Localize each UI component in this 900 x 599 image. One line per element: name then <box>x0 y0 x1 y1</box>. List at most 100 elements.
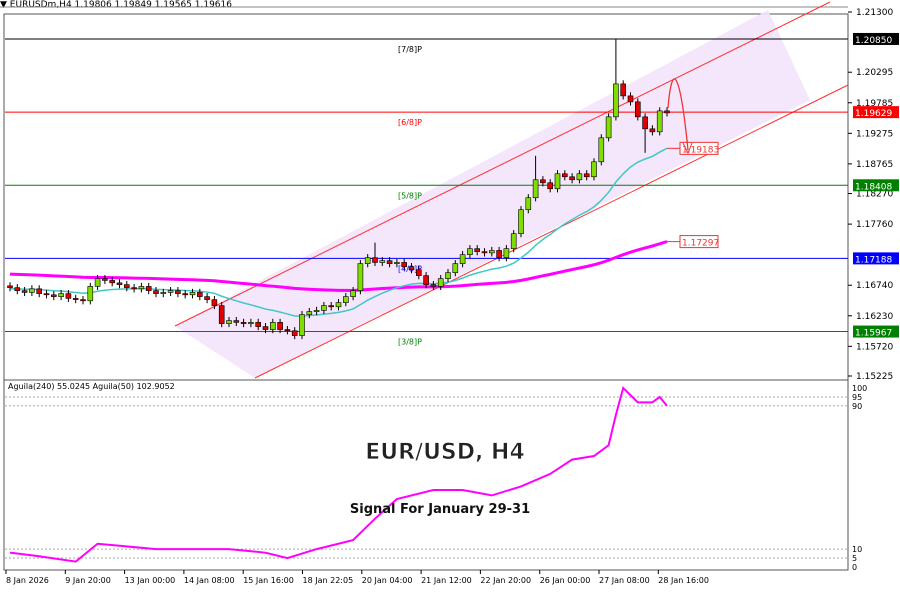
candle-body <box>445 272 451 279</box>
y-tick-label: 1.15720 <box>856 342 893 352</box>
slow-ma-value-label-box <box>679 235 719 249</box>
candle-body <box>145 286 152 291</box>
level-price-label: 1.19629 <box>855 109 892 119</box>
candle-body <box>496 250 502 258</box>
candle-body <box>197 292 203 297</box>
candle-body <box>627 95 634 103</box>
candle-body <box>80 299 86 302</box>
candle-body <box>109 280 115 284</box>
candle-body <box>94 278 101 287</box>
candle-body <box>532 179 539 199</box>
x-tick-label: 15 Jan 16:00 <box>243 576 294 585</box>
candle-body <box>561 173 568 178</box>
y-tick-label: 1.21300 <box>856 8 893 18</box>
level-name: [7/8]P <box>398 45 422 54</box>
candle-body <box>357 263 364 291</box>
forecast-arrow <box>667 78 689 151</box>
oscillator-pane-frame <box>3 379 849 571</box>
y-tick-label: 1.19785 <box>856 99 893 109</box>
candle-body <box>459 254 466 264</box>
candle-body <box>474 248 481 252</box>
candle-body <box>415 269 422 276</box>
y-tick-label: 1.15225 <box>856 372 893 382</box>
level-price-badge <box>853 106 899 119</box>
candle-body <box>620 83 627 97</box>
candle-body <box>664 110 670 114</box>
x-tick-label: 26 Jan 00:00 <box>540 576 591 585</box>
candle-body <box>642 116 648 130</box>
candle-body <box>328 305 335 308</box>
overlay-title: EUR/USD, H4 <box>365 440 525 465</box>
candle-body <box>342 296 349 303</box>
candle-body <box>160 292 167 294</box>
osc-tick-label: 95 <box>852 393 862 402</box>
candle-body <box>124 284 130 288</box>
candle-body <box>36 288 43 294</box>
x-tick-label: 27 Jan 08:00 <box>599 576 650 585</box>
candle-body <box>423 275 429 285</box>
candle-body <box>386 260 393 264</box>
osc-tick-label: 0 <box>852 563 857 572</box>
level-price-badge <box>853 32 899 45</box>
y-tick-label: 1.18765 <box>856 160 893 170</box>
osc-tick-label: 5 <box>852 554 857 563</box>
level-price-label: 1.17188 <box>855 255 892 265</box>
candle-body <box>481 251 488 254</box>
candle-body <box>634 101 641 118</box>
x-tick-label: 18 Jan 22:05 <box>303 576 354 585</box>
candle-body <box>401 262 408 267</box>
osc-tick-label: 10 <box>852 545 862 554</box>
candle-body <box>277 322 283 330</box>
candle-body <box>153 290 159 294</box>
slow-ma-line <box>9 240 668 292</box>
y-tick-label: 1.16740 <box>856 281 893 291</box>
candle-body <box>262 326 269 330</box>
candle-body <box>255 322 261 327</box>
candle-body <box>248 322 254 324</box>
candle-body <box>518 209 524 234</box>
candle-body <box>284 329 291 332</box>
channel-upper-line <box>174 1 831 327</box>
candle-body <box>467 248 473 255</box>
x-tick-label: 9 Jan 20:00 <box>65 576 111 585</box>
x-tick-label: 14 Jan 08:00 <box>184 576 235 585</box>
level-name: [5/8]P <box>398 191 422 200</box>
candle-body <box>554 173 561 190</box>
forecast-arrowhead-icon <box>682 142 693 155</box>
candle-body <box>569 176 575 181</box>
candle-body <box>649 128 656 133</box>
x-tick-label: 28 Jan 16:00 <box>658 576 709 585</box>
candle-body <box>65 293 72 299</box>
osc-tick-label: 90 <box>852 402 862 411</box>
candle-body <box>29 288 35 293</box>
candle-body <box>43 293 50 296</box>
osc-tick-label: 100 <box>852 384 867 393</box>
symbol-header: ▼ EURUSDm,H4 1.19806 1.19849 1.19565 1.1… <box>0 0 232 10</box>
level-price-label: 1.18408 <box>855 182 892 192</box>
candle-body <box>131 287 137 290</box>
candle-body <box>335 302 342 308</box>
candle-body <box>138 286 145 290</box>
candle-body <box>306 311 313 315</box>
candle-body <box>350 290 356 297</box>
candle-body <box>204 296 210 300</box>
candle-body <box>313 310 320 312</box>
candle-body <box>167 290 174 293</box>
candle-body <box>598 137 605 163</box>
candle-body <box>372 257 378 263</box>
candle-body <box>211 299 218 306</box>
candle-body <box>189 292 196 296</box>
candle-body <box>408 266 415 270</box>
dropdown-icon[interactable]: ▼ <box>0 0 10 10</box>
candle-body <box>394 262 400 264</box>
candle-body <box>379 260 386 263</box>
fast-ma-line <box>9 147 668 317</box>
candle-body <box>452 263 459 273</box>
candle-body <box>510 233 517 249</box>
candle-body <box>58 293 64 297</box>
candle-body <box>226 320 232 324</box>
candle-body <box>364 257 371 264</box>
candle-body <box>576 173 583 181</box>
fast-ma-value-label-box <box>679 141 719 155</box>
